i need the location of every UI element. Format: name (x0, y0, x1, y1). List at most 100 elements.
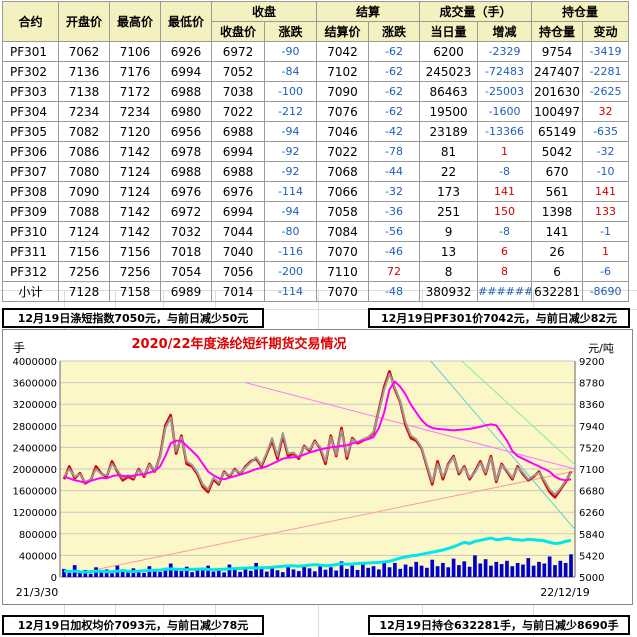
table-cell: 245023 (419, 61, 479, 82)
table-cell: 7176 (109, 61, 161, 82)
col-header-high: 最高价 (109, 1, 161, 42)
x-end-label: 22/12/19 (540, 586, 589, 599)
table-cell: 100497 (531, 101, 584, 122)
quotes-table: 合约 开盘价 最高价 最低价 收盘 结算 成交量（手） 持仓量 收盘价 涨跌 结… (2, 1, 630, 302)
volume-bar (307, 568, 312, 577)
table-cell: -94 (263, 201, 318, 222)
summary-cell: 6989 (160, 281, 212, 302)
volume-bar (483, 559, 488, 577)
table-cell: 6988 (160, 161, 212, 182)
volume-bar (478, 563, 483, 577)
table-cell: 7090 (316, 81, 370, 102)
table-cell: 6976 (160, 181, 212, 202)
col-header-low: 最低价 (160, 1, 212, 42)
volume-bar (254, 562, 258, 577)
table-cell: 7042 (316, 41, 370, 62)
volume-bar (531, 565, 536, 577)
right-tick-label: 7100 (579, 465, 604, 476)
table-cell: 7124 (109, 161, 161, 182)
volume-bar (563, 562, 568, 577)
table-cell: 65149 (531, 121, 584, 142)
volume-bar (126, 572, 130, 577)
table-cell: 13 (419, 241, 479, 262)
col-header-close-price: 收盘价 (211, 21, 265, 42)
right-tick-label: 5840 (579, 530, 604, 541)
series-line (63, 536, 572, 574)
table-group-header-row: 合约 开盘价 最高价 最低价 收盘 结算 成交量（手） 持仓量 (2, 1, 630, 42)
table-cell: -46 (368, 241, 421, 262)
table-cell: 7068 (316, 161, 370, 182)
group-header-volume: 成交量（手） (419, 1, 533, 22)
note-weighted-average: 12月19日加权均价7093元，与前日减少78元 (2, 615, 264, 635)
series-line (63, 380, 572, 484)
table-cell: 201630 (531, 81, 584, 102)
volume-bar (403, 564, 408, 577)
table-cell: 7022 (316, 141, 370, 162)
table-cell: 7052 (211, 61, 265, 82)
table-cell: 7082 (58, 121, 110, 142)
table-row: PF307 7080 7124 6988 6988 -92 7068 -44 22 -8 670 -1… (2, 161, 630, 182)
left-tick-label: 1600000 (12, 487, 57, 498)
left-tick-label: 400000 (19, 551, 57, 562)
series-line (63, 372, 572, 496)
table-cell: 7058 (316, 201, 370, 222)
table-cell: 6 (531, 261, 584, 282)
table-cell: -25003 (477, 81, 533, 102)
volume-bar (430, 559, 435, 577)
right-tick-label: 9200 (579, 357, 604, 368)
table-cell: -62 (368, 81, 421, 102)
table-cell: -90 (263, 41, 318, 62)
table-cell: -10 (582, 161, 630, 182)
volume-bar (505, 560, 509, 577)
table-cell: -6 (582, 261, 630, 282)
table-cell: 7256 (58, 261, 110, 282)
volume-bar (382, 560, 387, 577)
table-cell: 7142 (109, 221, 161, 242)
table-cell: -2281 (582, 61, 630, 82)
table-cell: 8 (419, 261, 479, 282)
volume-bar (195, 568, 200, 577)
volume-bar (542, 563, 547, 577)
volume-bar (152, 569, 157, 577)
volume-bar (494, 561, 499, 577)
volume-bar (489, 565, 493, 577)
volume-bar (110, 573, 114, 577)
table-cell: 6926 (160, 41, 212, 62)
table-cell: 6988 (211, 161, 265, 182)
table-cell: -36 (368, 201, 421, 222)
table-cell: 8 (477, 261, 533, 282)
table-cell: 7040 (211, 241, 265, 262)
volume-bar (467, 566, 472, 577)
volume-bar (510, 566, 515, 577)
table-cell: 7234 (58, 101, 110, 122)
table-cell: -92 (263, 141, 318, 162)
table-cell: 7256 (109, 261, 161, 282)
table-header-row: 收盘价 涨跌 结算价 涨跌 当日量 增减 持仓量 变动 (3, 21, 630, 42)
table-cell: 6956 (160, 121, 212, 142)
table-cell: -116 (263, 241, 318, 262)
table-cell: 9754 (531, 41, 584, 62)
table-row: PF306 7086 7142 6978 6994 -92 7022 -78 81 1 5042 -3… (2, 141, 630, 162)
volume-bar (553, 565, 557, 577)
table-cell: -13366 (477, 121, 533, 142)
volume-bar (334, 570, 339, 577)
right-tick-label: 5000 (579, 573, 604, 584)
volume-bar (473, 555, 477, 577)
summary-cell: -48 (368, 281, 421, 302)
table-cell: 7090 (58, 181, 110, 202)
table-cell: -56 (368, 221, 421, 242)
note-index-price: 12月19日涤短指数7050元，与前日减少50元 (2, 308, 264, 328)
table-cell: -84 (263, 61, 318, 82)
volume-bar (280, 572, 285, 577)
table-cell: 247407 (531, 61, 584, 82)
volume-bar (425, 567, 429, 577)
volume-bar (457, 565, 461, 577)
volume-bar (302, 566, 307, 577)
table-cell: 7018 (160, 241, 212, 262)
table-cell: -32 (368, 181, 421, 202)
trend-line (430, 360, 576, 530)
group-header-settle: 结算 (316, 1, 421, 22)
col-header-day-volume: 当日量 (419, 21, 479, 42)
volume-bar (222, 572, 226, 577)
col-header-oi-change: 变动 (582, 21, 630, 42)
